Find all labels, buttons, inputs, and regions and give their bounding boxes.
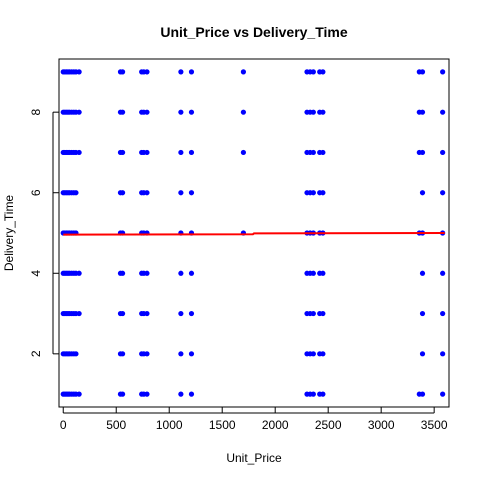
- data-point: [240, 109, 247, 115]
- data-point: [310, 391, 316, 397]
- data-point: [440, 351, 446, 357]
- data-point: [419, 270, 426, 276]
- data-point: [119, 109, 126, 115]
- data-point: [144, 190, 150, 196]
- data-point: [188, 69, 195, 75]
- data-point: [419, 391, 426, 397]
- data-point: [188, 149, 195, 156]
- smooth-line-group: [63, 232, 445, 236]
- data-point: [440, 270, 446, 276]
- smooth-line: [63, 232, 445, 236]
- data-point: [119, 190, 126, 196]
- x-tick-label: 500: [106, 418, 126, 432]
- data-point: [144, 310, 150, 317]
- data-point: [144, 69, 150, 75]
- data-point: [310, 190, 316, 196]
- data-point: [320, 270, 326, 276]
- data-point: [188, 351, 195, 357]
- data-point: [320, 190, 326, 196]
- data-point: [119, 69, 126, 75]
- data-point: [178, 351, 184, 357]
- x-tick-label: 2000: [262, 418, 289, 432]
- data-point: [144, 391, 150, 397]
- chart-title: Unit_Price vs Delivery_Time: [160, 24, 348, 40]
- data-point: [119, 270, 126, 276]
- data-point: [76, 310, 82, 317]
- data-point: [440, 109, 446, 115]
- y-axis: 2 4 6 8: [29, 109, 59, 357]
- data-point: [320, 149, 326, 156]
- plot-frame: [58, 58, 450, 408]
- data-point: [178, 69, 184, 75]
- data-point: [419, 190, 426, 196]
- y-tick-label: 8: [29, 109, 43, 116]
- data-point: [419, 149, 426, 156]
- data-point: [320, 391, 326, 397]
- data-point: [178, 149, 184, 156]
- x-axis: 0 500 1000 1500 2000 2500 3000 3500: [60, 407, 448, 432]
- data-point: [419, 109, 426, 115]
- data-points: [60, 69, 446, 397]
- data-point: [73, 190, 79, 196]
- y-tick-label: 6: [29, 189, 43, 196]
- data-point: [310, 270, 316, 276]
- data-point: [178, 310, 184, 317]
- data-point: [178, 190, 184, 196]
- x-axis-label: Unit_Price: [226, 451, 282, 465]
- x-tick-label: 2500: [315, 418, 342, 432]
- x-tick-label: 3000: [368, 418, 395, 432]
- data-point: [119, 391, 126, 397]
- data-point: [419, 69, 426, 75]
- data-point: [188, 109, 195, 115]
- data-point: [240, 149, 247, 156]
- data-point: [440, 310, 446, 317]
- data-point: [310, 109, 316, 115]
- data-point: [119, 149, 126, 156]
- x-tick-label: 0: [60, 418, 67, 432]
- y-tick-label: 2: [29, 350, 43, 357]
- data-point: [119, 351, 126, 357]
- data-point: [144, 270, 150, 276]
- data-point: [119, 310, 126, 317]
- x-tick-label: 3500: [421, 418, 448, 432]
- data-point: [440, 190, 446, 196]
- data-point: [188, 190, 195, 196]
- data-point: [178, 270, 184, 276]
- data-point: [76, 391, 82, 397]
- data-point: [310, 69, 316, 75]
- data-point: [178, 391, 184, 397]
- data-point: [320, 109, 326, 115]
- data-point: [178, 109, 184, 115]
- data-point: [310, 149, 316, 156]
- data-point: [188, 391, 195, 397]
- data-point: [144, 109, 150, 115]
- data-point: [419, 351, 426, 357]
- data-point: [144, 149, 150, 156]
- data-point: [440, 149, 446, 156]
- x-tick-label: 1000: [156, 418, 183, 432]
- data-point: [320, 69, 326, 75]
- y-tick-label: 4: [29, 270, 43, 277]
- data-point: [320, 310, 326, 317]
- data-point: [440, 69, 446, 75]
- data-point: [440, 391, 446, 397]
- data-point: [419, 310, 426, 317]
- data-point: [310, 310, 316, 317]
- data-point: [76, 270, 82, 276]
- data-point: [76, 109, 82, 115]
- data-point: [73, 351, 79, 357]
- data-point: [310, 351, 316, 357]
- data-point: [320, 351, 326, 357]
- y-axis-label: Delivery_Time: [2, 195, 16, 272]
- x-tick-label: 1500: [209, 418, 236, 432]
- data-point: [76, 69, 82, 75]
- data-point: [240, 69, 247, 75]
- data-point: [188, 270, 195, 276]
- data-point: [188, 310, 195, 317]
- data-point: [144, 351, 150, 357]
- data-point: [76, 149, 82, 156]
